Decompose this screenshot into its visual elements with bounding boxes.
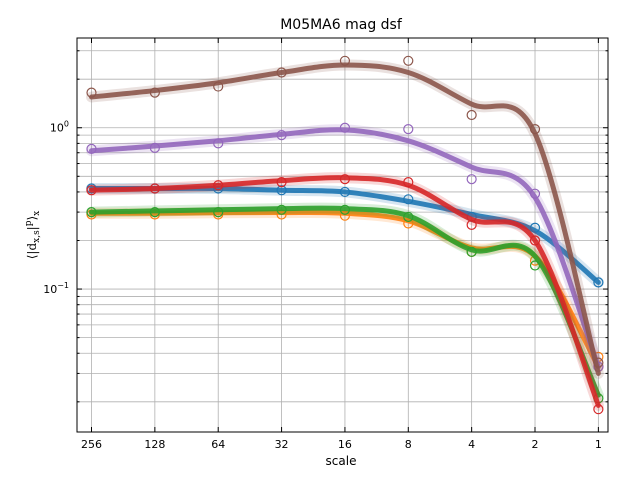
data-point [149,206,160,218]
data-point [213,81,224,92]
series-4 [86,122,604,373]
data-point [403,211,414,223]
data-point [529,124,541,135]
x-tick-label: 1 [595,438,602,451]
data-point [149,183,160,194]
data-point [276,177,287,188]
series-line [89,127,601,370]
y-tick-label: 10−1 [43,281,69,296]
data-point [403,55,414,66]
data-point [403,124,414,135]
grid-layer [77,38,608,432]
data-point [86,87,97,98]
data-point [529,222,541,233]
x-tick-label: 16 [338,438,352,451]
x-tick-label: 2 [532,438,539,451]
x-tick-label: 128 [144,438,165,451]
data-point [213,138,224,149]
data-point [339,186,351,198]
series-line [89,205,601,398]
x-tick-label: 32 [275,438,289,451]
data-point [339,122,351,133]
data-point [339,210,351,221]
series-5 [86,55,604,379]
data-point [466,219,477,230]
data-point [86,143,97,154]
tick-layer: 256 128 64 32 16 8 4 2 1 100 10−1 [43,38,608,451]
data-point [149,87,160,98]
data-point [276,130,287,141]
y-tick-label: 100 [50,120,69,135]
series-2 [86,202,604,404]
plot-frame [76,37,609,433]
data-point [276,185,287,196]
data-point [403,177,414,188]
series-line [89,175,601,408]
data-point [339,174,351,185]
data-point [529,260,541,271]
data-point [593,404,604,415]
data-point [529,188,541,199]
data-point [466,174,477,185]
x-tick-label: 8 [405,438,412,451]
data-point [276,204,287,215]
data-point [593,357,604,368]
data-point [529,235,541,246]
data-point [403,194,414,205]
data-point [213,180,224,191]
x-tick-label: 256 [81,438,102,451]
x-tick-label: 4 [468,438,475,451]
series-3 [86,172,604,415]
series-layer [86,55,604,415]
data-point [339,204,351,215]
data-point [466,109,477,121]
data-point [593,277,604,288]
y-axis-label: ⟨|dx,s|p⟩x [24,211,42,260]
data-point [149,142,160,153]
data-point [339,55,351,66]
series-line [89,62,601,376]
data-point [213,206,224,218]
x-tick-label: 64 [211,438,225,451]
data-point [403,218,414,229]
data-point [466,246,477,257]
chart-title: M05MA6 mag dsf [280,17,403,33]
data-point [86,206,97,218]
data-point [86,185,97,196]
x-axis-label: scale [326,454,357,468]
data-point [276,67,287,78]
